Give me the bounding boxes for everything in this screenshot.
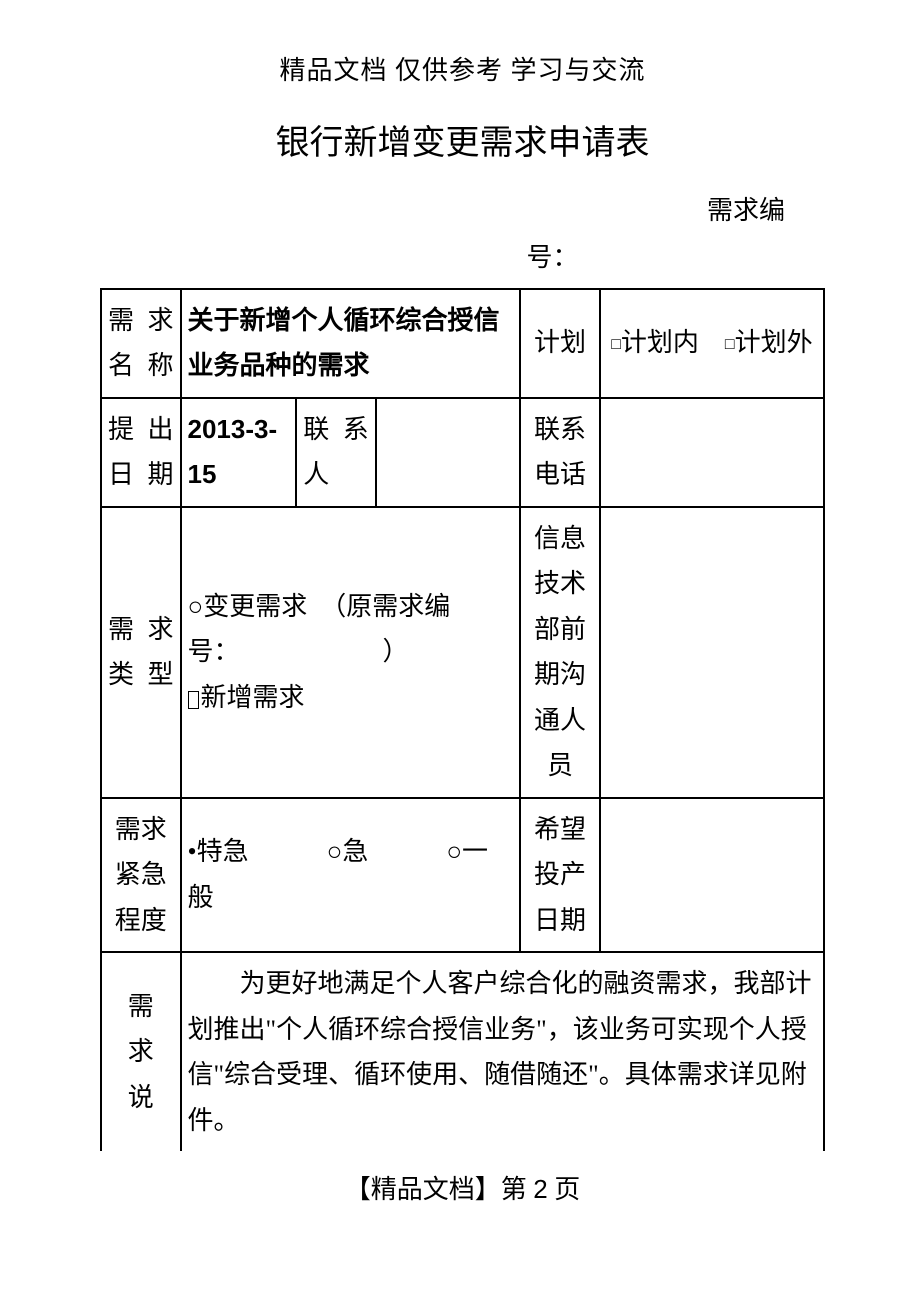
value-contact bbox=[376, 398, 521, 507]
value-submit-date: 2013-3-15 bbox=[181, 398, 297, 507]
plan-out-text: 计划外 bbox=[735, 328, 813, 357]
value-target-date bbox=[600, 798, 824, 953]
type-change-line: ○变更需求 （原需求编号： ） bbox=[188, 584, 514, 675]
row-name: 需求名称 关于新增个人循环综合授信业务品种的需求 计划 □计划内 □计划外 bbox=[101, 289, 824, 398]
row-type: 需求类型 ○变更需求 （原需求编号： ） 新增需求 信息技术部前期沟通人员 bbox=[101, 507, 824, 798]
row-urgency: 需求紧急程度 •特急 ○急 ○一般 希望投产日期 bbox=[101, 798, 824, 953]
label-request-type: 需求类型 bbox=[101, 507, 181, 798]
value-request-type: ○变更需求 （原需求编号： ） 新增需求 bbox=[181, 507, 521, 798]
filled-box-icon bbox=[188, 691, 199, 709]
label-urgency: 需求紧急程度 bbox=[101, 798, 181, 953]
value-urgency: •特急 ○急 ○一般 bbox=[181, 798, 521, 953]
footer-page-number: 2 bbox=[533, 1174, 547, 1204]
label-description: 需 求 说 bbox=[101, 952, 181, 1151]
row-description: 需 求 说 为更好地满足个人客户综合化的融资需求，我部计划推出"个人循环综合授信… bbox=[101, 952, 824, 1151]
label-submit-date: 提出日期 bbox=[101, 398, 181, 507]
type-new-text: 新增需求 bbox=[201, 683, 305, 712]
label-request-name: 需求名称 bbox=[101, 289, 181, 398]
value-request-name: 关于新增个人循环综合授信业务品种的需求 bbox=[181, 289, 521, 398]
label-phone: 联系电话 bbox=[520, 398, 600, 507]
checkbox-icon: □ bbox=[611, 336, 621, 353]
page-footer: 【精品文档】第 2 页 bbox=[100, 1169, 825, 1206]
value-plan: □计划内 □计划外 bbox=[600, 289, 824, 398]
doc-title: 银行新增变更需求申请表 bbox=[100, 115, 825, 164]
desc-label-char: 求 bbox=[108, 1029, 174, 1075]
request-number-label-part1: 需求编 bbox=[100, 188, 825, 235]
label-contact: 联系人 bbox=[296, 398, 376, 507]
label-it-contact: 信息技术部前期沟通人员 bbox=[520, 507, 600, 798]
checkbox-icon: □ bbox=[725, 336, 735, 353]
value-phone bbox=[600, 398, 824, 507]
value-description: 为更好地满足个人客户综合化的融资需求，我部计划推出"个人循环综合授信业务"，该业… bbox=[181, 952, 824, 1151]
request-number-block: 需求编 号： bbox=[100, 188, 825, 282]
description-text: 为更好地满足个人客户综合化的融资需求，我部计划推出"个人循环综合授信业务"，该业… bbox=[188, 969, 812, 1135]
document-page: 精品文档 仅供参考 学习与交流 银行新增变更需求申请表 需求编 号： 需求名称 … bbox=[0, 0, 920, 1236]
desc-label-char: 说 bbox=[108, 1075, 174, 1121]
label-plan: 计划 bbox=[520, 289, 600, 398]
doc-header: 精品文档 仅供参考 学习与交流 bbox=[100, 50, 825, 87]
value-it-contact bbox=[600, 507, 824, 798]
request-number-label-part2: 号： bbox=[100, 235, 825, 282]
row-date: 提出日期 2013-3-15 联系人 联系电话 bbox=[101, 398, 824, 507]
request-form-table: 需求名称 关于新增个人循环综合授信业务品种的需求 计划 □计划内 □计划外 提出… bbox=[100, 288, 825, 1152]
label-target-date: 希望投产日期 bbox=[520, 798, 600, 953]
plan-in-text: 计划内 bbox=[621, 328, 699, 357]
footer-prefix: 【精品文档】第 bbox=[345, 1175, 534, 1204]
desc-label-char: 需 bbox=[108, 984, 174, 1030]
type-new-line: 新增需求 bbox=[188, 675, 514, 721]
footer-suffix: 页 bbox=[548, 1175, 581, 1204]
